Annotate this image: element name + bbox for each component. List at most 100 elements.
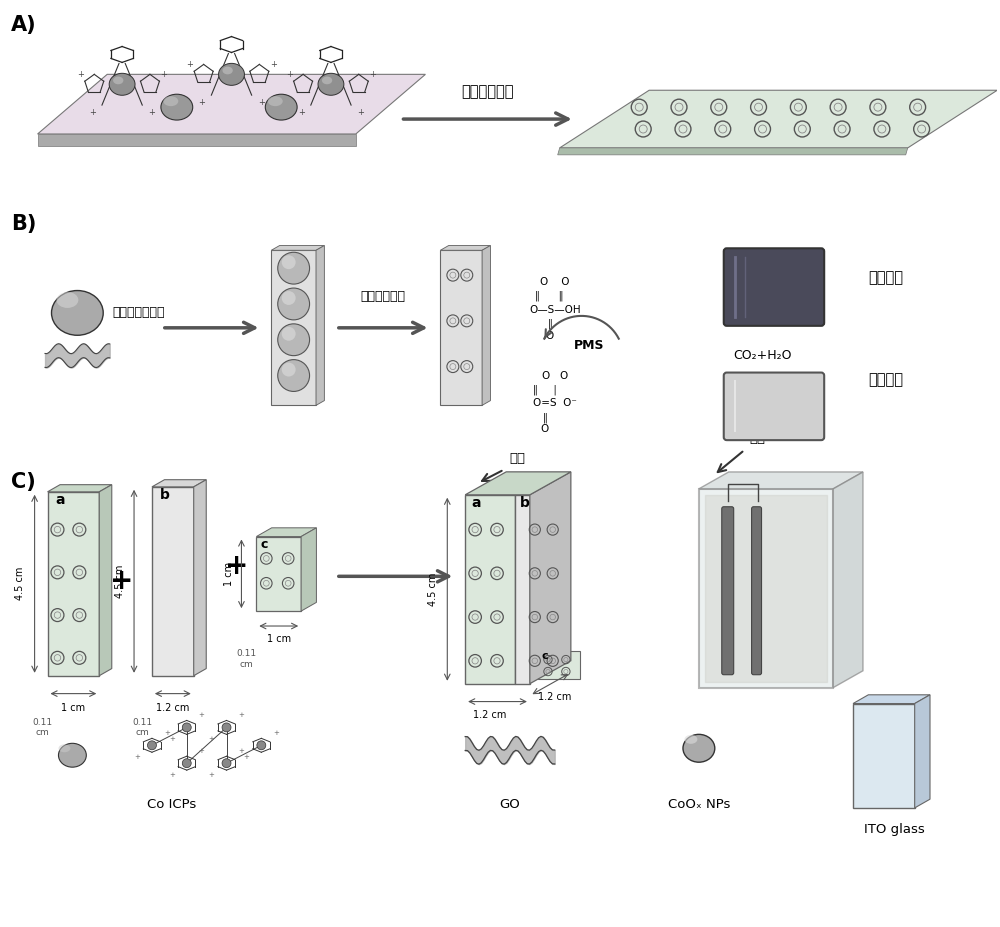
Text: 1.2 cm: 1.2 cm <box>156 703 190 713</box>
Text: c: c <box>261 539 268 552</box>
Text: +: + <box>357 108 364 117</box>
Text: 4.5 cm: 4.5 cm <box>115 565 125 598</box>
Ellipse shape <box>58 743 86 768</box>
Text: ‖: ‖ <box>547 319 552 329</box>
Polygon shape <box>194 479 206 676</box>
Text: B): B) <box>11 213 36 234</box>
Polygon shape <box>558 148 908 155</box>
Polygon shape <box>316 246 324 405</box>
Text: O—S—OH: O—S—OH <box>529 305 581 315</box>
Text: +: + <box>186 60 193 69</box>
Text: 4.5 cm: 4.5 cm <box>15 567 25 601</box>
Text: +: + <box>164 730 170 736</box>
Text: +: + <box>286 70 293 79</box>
Ellipse shape <box>163 96 178 107</box>
Circle shape <box>282 291 296 305</box>
Ellipse shape <box>318 73 344 95</box>
Text: a: a <box>471 496 481 510</box>
Polygon shape <box>440 246 490 250</box>
Text: a: a <box>55 493 65 507</box>
Text: （无色）: （无色） <box>868 372 903 387</box>
FancyBboxPatch shape <box>724 373 824 440</box>
Ellipse shape <box>113 77 123 84</box>
Ellipse shape <box>683 734 715 762</box>
Text: +: + <box>270 60 277 69</box>
Text: O   O: O O <box>542 371 568 380</box>
Text: ITO glass: ITO glass <box>864 823 925 836</box>
Text: +: + <box>209 736 215 743</box>
Circle shape <box>282 327 296 341</box>
Text: 1 cm: 1 cm <box>224 562 234 586</box>
Text: 1.2 cm: 1.2 cm <box>538 692 571 702</box>
Ellipse shape <box>268 96 283 107</box>
Polygon shape <box>915 695 930 808</box>
Text: +: + <box>149 108 155 117</box>
Text: CO₂+H₂O: CO₂+H₂O <box>734 349 792 362</box>
Circle shape <box>278 360 310 391</box>
Ellipse shape <box>109 73 135 95</box>
Polygon shape <box>152 479 206 487</box>
Ellipse shape <box>265 95 297 121</box>
Circle shape <box>282 255 296 269</box>
Ellipse shape <box>684 735 697 743</box>
Text: O: O <box>541 425 549 434</box>
Polygon shape <box>48 492 99 676</box>
Polygon shape <box>853 695 930 704</box>
Text: +: + <box>239 748 244 755</box>
Text: c: c <box>541 651 548 661</box>
Polygon shape <box>853 704 915 808</box>
Circle shape <box>282 362 296 376</box>
Polygon shape <box>530 472 571 684</box>
Ellipse shape <box>322 77 332 84</box>
Ellipse shape <box>58 744 70 752</box>
Ellipse shape <box>219 63 244 85</box>
Text: 电化学后处理: 电化学后处理 <box>461 83 513 99</box>
Circle shape <box>147 741 156 750</box>
FancyBboxPatch shape <box>752 507 762 675</box>
Polygon shape <box>38 74 425 134</box>
Text: Co ICPs: Co ICPs <box>147 798 196 811</box>
Text: +: + <box>273 730 279 736</box>
Text: +: + <box>243 755 249 760</box>
Text: CoOₓ NPs: CoOₓ NPs <box>668 798 730 811</box>
Text: +: + <box>199 748 205 755</box>
Circle shape <box>278 288 310 320</box>
Ellipse shape <box>222 67 233 74</box>
Text: A): A) <box>11 15 36 34</box>
Text: +: + <box>134 755 140 760</box>
Polygon shape <box>699 472 863 489</box>
Text: +: + <box>225 552 248 580</box>
Polygon shape <box>482 246 490 405</box>
Text: 1 cm: 1 cm <box>61 703 85 713</box>
Polygon shape <box>465 472 571 495</box>
Text: 光路: 光路 <box>750 432 766 445</box>
Circle shape <box>278 252 310 284</box>
Ellipse shape <box>161 95 193 121</box>
Circle shape <box>182 723 191 732</box>
Text: 亚甲基蓝: 亚甲基蓝 <box>734 248 769 264</box>
Text: （蓝色）: （蓝色） <box>868 271 903 286</box>
FancyBboxPatch shape <box>724 248 824 325</box>
Circle shape <box>257 741 266 750</box>
Text: C): C) <box>11 472 35 492</box>
Polygon shape <box>38 134 356 146</box>
Text: 0.11
cm: 0.11 cm <box>236 649 256 668</box>
Polygon shape <box>560 90 997 148</box>
Circle shape <box>278 324 310 356</box>
Text: b: b <box>519 496 529 510</box>
FancyBboxPatch shape <box>722 507 734 675</box>
Text: O=S  O⁻: O=S O⁻ <box>533 399 577 409</box>
Text: 掺杂氧化石墨烯: 掺杂氧化石墨烯 <box>112 307 165 320</box>
Text: +: + <box>110 567 134 595</box>
Polygon shape <box>256 537 301 611</box>
Polygon shape <box>301 527 316 611</box>
Polygon shape <box>271 250 316 405</box>
Polygon shape <box>833 472 863 688</box>
Text: 光路: 光路 <box>509 451 525 464</box>
Circle shape <box>222 723 231 732</box>
Text: +: + <box>298 108 305 117</box>
Text: +: + <box>198 97 205 107</box>
Circle shape <box>182 758 191 768</box>
Text: ‖: ‖ <box>542 412 547 423</box>
Polygon shape <box>465 495 515 684</box>
